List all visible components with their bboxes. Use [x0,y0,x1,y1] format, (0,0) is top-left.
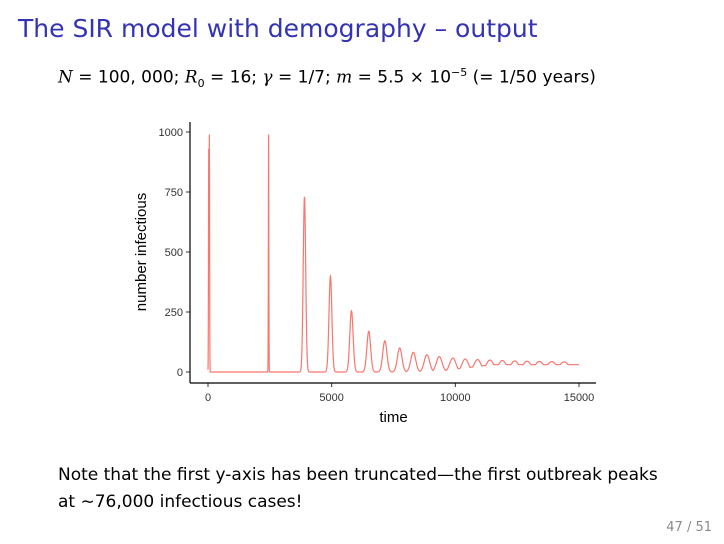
truncation-note: Note that the first y-axis has been trun… [58,465,658,512]
parameter-line: N = 100, 000; R0 = 16; γ = 1/7; m = 5.5 … [58,66,596,90]
x-axis-ticks: 0 5000 10000 15000 [205,383,594,404]
y-tick-label: 1000 [159,127,183,139]
y-tick-label: 750 [165,187,183,199]
param-N-symbol: N [58,67,73,88]
page-number: 47 / 51 [666,520,712,535]
x-tick-label: 5000 [319,392,343,404]
infectious-series-line [207,134,579,373]
x-tick-label: 10000 [440,392,471,404]
x-axis-label: time [379,409,407,426]
x-tick-label: 0 [205,392,211,404]
param-R0-symbol: R [184,67,198,88]
param-m-value: = 5.5 × 10 [352,67,452,88]
param-R0-subscript: 0 [197,77,205,91]
slide-title: The SIR model with demography – output [18,14,538,43]
x-tick-label: 15000 [564,392,595,404]
y-tick-label: 0 [177,367,183,379]
y-tick-label: 250 [165,307,183,319]
param-R0-value: = 16; [204,67,263,88]
y-axis-ticks: 0 250 500 750 1000 [159,127,190,379]
param-N-value: = 100, 000; [72,67,185,88]
param-m-exponent: −5 [451,66,468,79]
param-m-note: (= 1/50 years) [467,67,596,88]
param-gamma-value: = 1/7; [272,67,337,88]
param-gamma-symbol: γ [262,67,273,88]
y-axis-label: number infectious [133,193,150,311]
param-m-symbol: m [336,67,353,88]
y-tick-label: 500 [165,247,183,259]
